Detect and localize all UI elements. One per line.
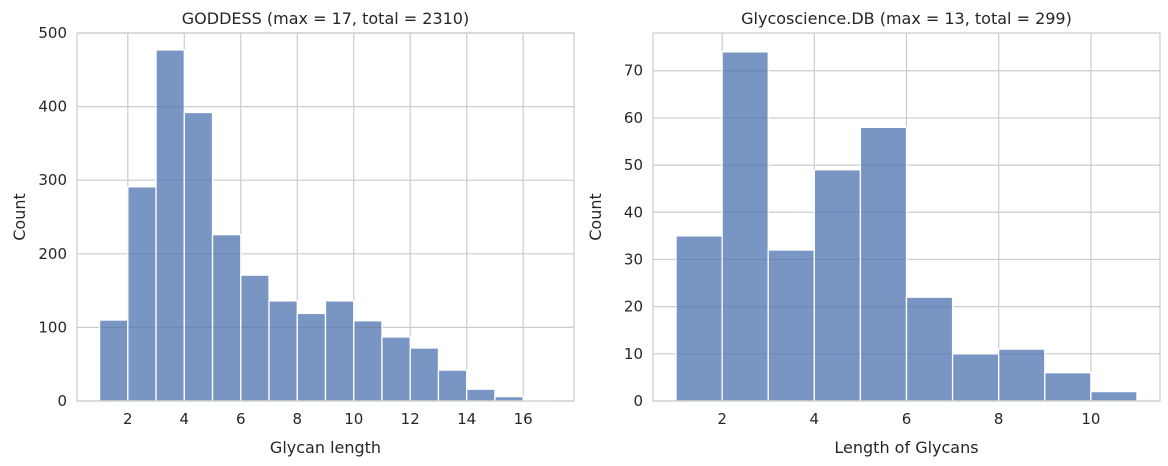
- x-tick-label: 2: [717, 410, 727, 428]
- x-tick-label: 10: [344, 410, 363, 428]
- histogram-bar: [466, 388, 496, 402]
- y-axis-label: Count: [586, 193, 605, 241]
- histogram-bar: [767, 249, 815, 402]
- y-tick-label: 10: [624, 345, 643, 363]
- histogram-bar: [998, 348, 1046, 402]
- y-tick-label: 0: [57, 392, 67, 410]
- glycoscience-histogram: Glycoscience.DB (max = 13, total = 299) …: [586, 9, 1161, 457]
- histogram-bar: [296, 312, 327, 402]
- histogram-bar: [905, 296, 954, 402]
- x-tick-label: 6: [902, 410, 912, 428]
- y-tick-label: 200: [38, 245, 67, 263]
- x-tick-label: 4: [810, 410, 820, 428]
- chart-title: GODDESS (max = 17, total = 2310): [182, 9, 469, 28]
- x-tick-label: 8: [292, 410, 302, 428]
- histogram-bar: [951, 353, 1000, 402]
- x-tick-label: 16: [514, 410, 533, 428]
- x-tick-label: 10: [1081, 410, 1100, 428]
- histogram-bar: [813, 169, 862, 402]
- y-tick-label: 50: [624, 156, 643, 174]
- x-tick-label: 12: [401, 410, 420, 428]
- histogram-bar: [1090, 390, 1138, 402]
- histogram-bar: [409, 347, 440, 402]
- chart-title: Glycoscience.DB (max = 13, total = 299): [741, 9, 1072, 28]
- histogram-bar: [675, 235, 723, 402]
- histogram-bar: [437, 369, 468, 402]
- goddess-histogram: GODDESS (max = 17, total = 2310) Glycan …: [10, 9, 575, 457]
- x-axis-label: Length of Glycans: [834, 438, 978, 457]
- plot-frame: [76, 32, 575, 402]
- y-tick-label: 100: [38, 318, 67, 336]
- histogram-bar: [268, 300, 298, 402]
- histogram-bar: [155, 49, 185, 402]
- x-tick-label: 8: [994, 410, 1004, 428]
- x-tick-label: 14: [457, 410, 476, 428]
- histogram-bar: [494, 395, 524, 402]
- x-tick-label: 6: [236, 410, 246, 428]
- histogram-bar: [127, 186, 157, 402]
- y-tick-label: 300: [38, 171, 67, 189]
- histogram-bar: [211, 234, 242, 402]
- bars: [675, 51, 1138, 402]
- histogram-bar: [98, 319, 129, 402]
- x-tick-label: 4: [180, 410, 190, 428]
- histogram-bar: [859, 126, 908, 402]
- y-tick-label: 70: [624, 62, 643, 80]
- histogram-bar: [240, 274, 270, 402]
- y-tick-label: 400: [38, 98, 67, 116]
- bars: [98, 49, 553, 402]
- y-axis-label: Count: [10, 193, 29, 241]
- histogram-bar: [324, 300, 355, 402]
- histogram-bar: [1044, 372, 1092, 402]
- histogram-bar: [381, 336, 411, 402]
- x-tick-label: 2: [123, 410, 133, 428]
- plot-frame: [652, 32, 1161, 402]
- y-tick-label: 30: [624, 250, 643, 268]
- histogram-bar: [183, 111, 214, 402]
- histogram-bar: [721, 51, 769, 402]
- y-tick-label: 20: [624, 298, 643, 316]
- y-tick-label: 40: [624, 203, 643, 221]
- x-axis-label: Glycan length: [270, 438, 381, 457]
- histogram-bar: [353, 320, 383, 402]
- y-tick-label: 60: [624, 109, 643, 127]
- y-tick-label: 500: [38, 24, 67, 42]
- y-tick-label: 0: [633, 392, 643, 410]
